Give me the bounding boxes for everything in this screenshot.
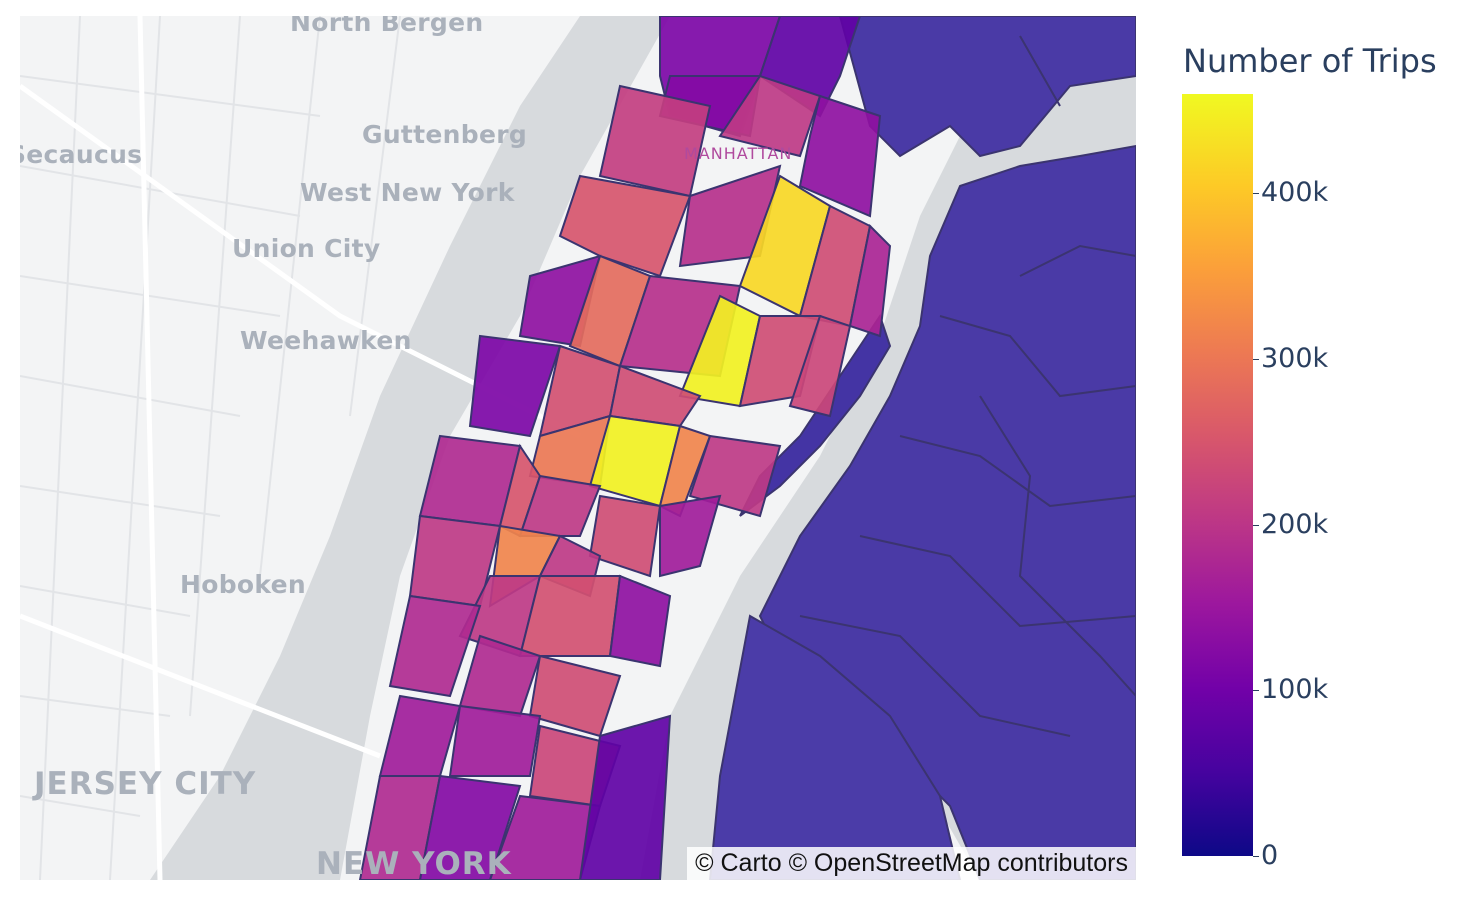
- colorbar-tick-label: 200k: [1261, 508, 1329, 540]
- outer-borough-zones: [708, 16, 1136, 880]
- taxi-zone[interactable]: [659, 494, 722, 578]
- taxi-zone[interactable]: [788, 314, 852, 418]
- place-label-manhattan: MANHATTAN: [684, 144, 793, 163]
- colorbar-tick-mark: [1253, 193, 1259, 195]
- taxi-zone[interactable]: [718, 74, 822, 158]
- taxi-zone[interactable]: [528, 654, 622, 738]
- colorbar-tick-label: 0: [1261, 840, 1279, 871]
- taxi-zone[interactable]: [378, 694, 462, 777]
- place-label-west-new-york: West New York: [300, 178, 515, 207]
- place-label-jersey-city: JERSEY CITY: [34, 766, 257, 802]
- street-grid: [20, 16, 401, 880]
- colorbar-tick-mark: [1253, 856, 1259, 857]
- colorbar-tick-mark: [1253, 359, 1259, 361]
- taxi-zone[interactable]: [598, 84, 712, 198]
- taxi-zone[interactable]: [358, 775, 442, 880]
- place-label-guttenberg: Guttenberg: [362, 120, 528, 149]
- taxi-zone[interactable]: [468, 334, 562, 438]
- place-label-new-york: NEW YORK: [316, 846, 512, 880]
- colorbar-tick-label: 100k: [1261, 674, 1329, 706]
- taxi-zone[interactable]: [388, 594, 482, 698]
- colorbar-tick-label: 300k: [1261, 343, 1329, 375]
- place-label-hoboken: Hoboken: [180, 570, 306, 599]
- taxi-zone[interactable]: [448, 704, 542, 777]
- colorbar: [1182, 94, 1253, 856]
- map-attribution[interactable]: © Carto © OpenStreetMap contributors: [687, 847, 1136, 880]
- taxi-zone[interactable]: [578, 714, 672, 880]
- place-label-north-bergen: North Bergen: [290, 16, 484, 37]
- colorbar-title: Number of Trips: [1183, 42, 1437, 80]
- taxi-zone[interactable]: [848, 223, 892, 338]
- taxi-zone[interactable]: [418, 774, 522, 880]
- map-canvas: [20, 16, 1136, 880]
- taxi-zone[interactable]: [558, 174, 692, 278]
- taxi-zone[interactable]: [518, 474, 602, 537]
- place-label-union-city: Union City: [232, 234, 381, 263]
- place-label-secaucus: Secaucus: [20, 140, 143, 169]
- place-label-weehawken: Weehawken: [240, 326, 412, 355]
- map-view[interactable]: North Bergen Secaucus Guttenberg West Ne…: [20, 16, 1136, 880]
- manhattan-zones: [358, 16, 892, 880]
- taxi-zone[interactable]: [608, 574, 672, 668]
- taxi-zone[interactable]: [488, 794, 602, 880]
- colorbar-tick-mark: [1253, 524, 1259, 526]
- taxi-zone[interactable]: [798, 94, 882, 218]
- taxi-zone[interactable]: [688, 434, 782, 518]
- colorbar-tick-mark: [1253, 690, 1259, 692]
- taxi-zone[interactable]: [588, 494, 662, 578]
- colorbar-tick-label: 400k: [1261, 177, 1329, 209]
